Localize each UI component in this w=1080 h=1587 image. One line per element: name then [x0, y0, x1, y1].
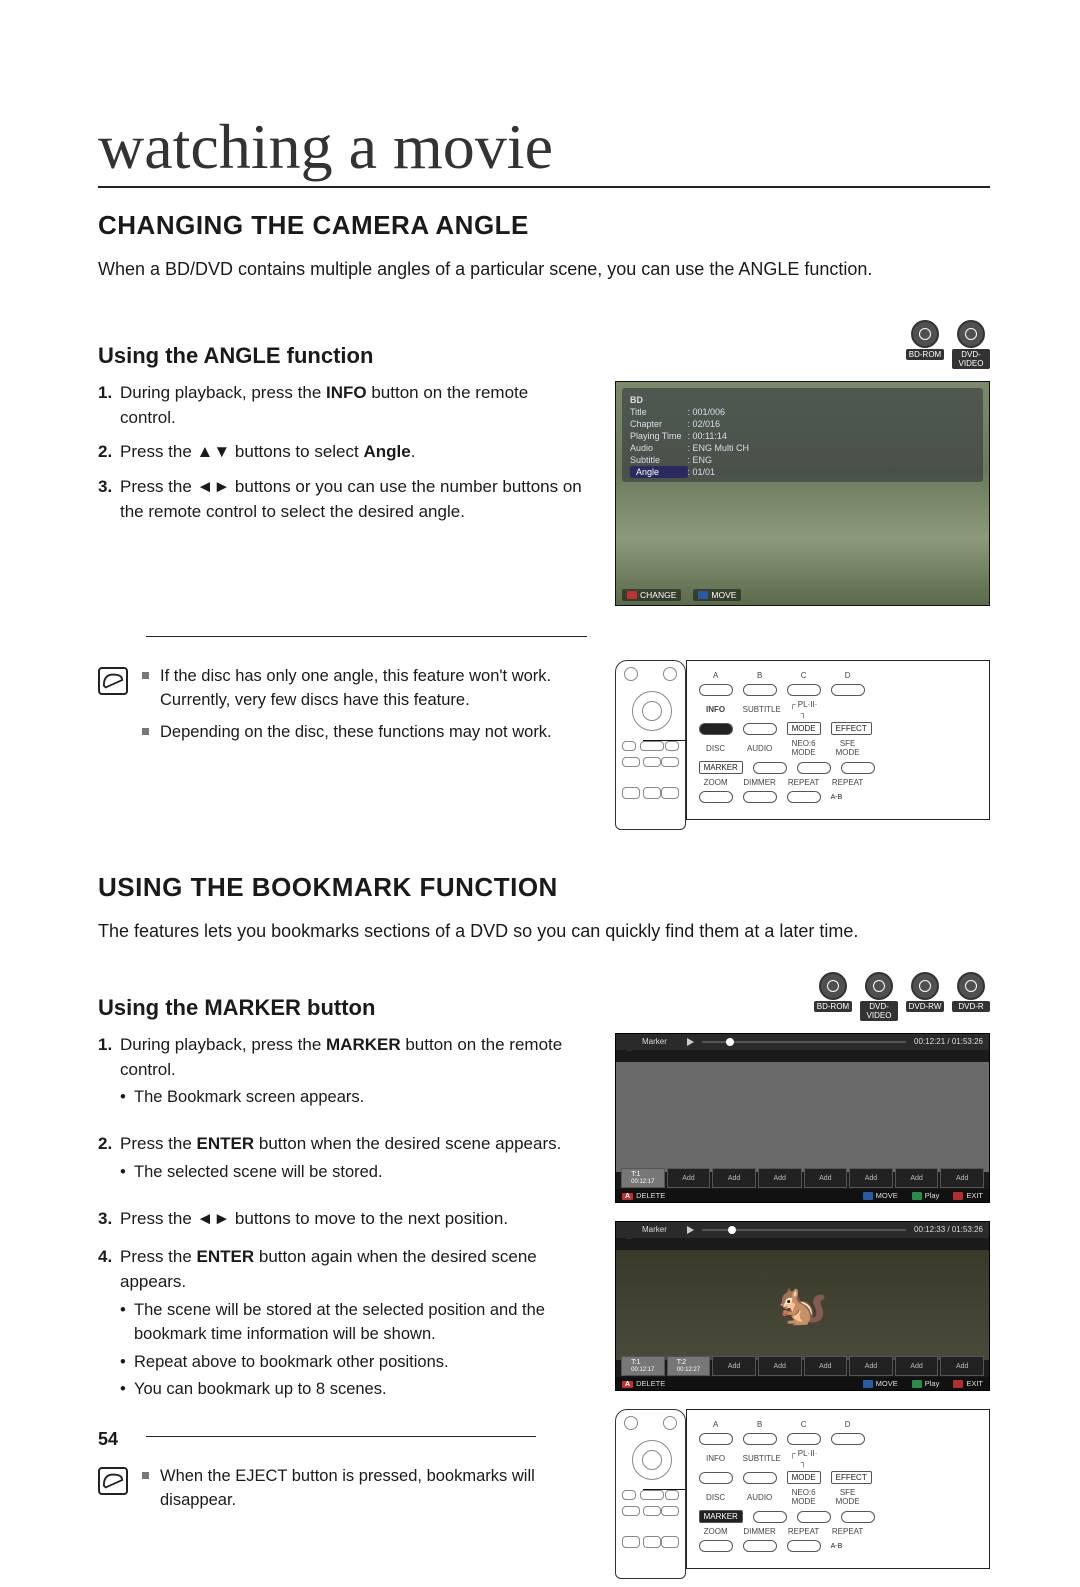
note-icon: [98, 1467, 128, 1495]
note-angle-2: Depending on the disc, these functions m…: [142, 721, 587, 745]
steps-bookmark: 1. During playback, press the MARKER but…: [98, 1033, 587, 1402]
remote-diagram-angle: A B C D INFO SUBTITLE ┌ PL·II· ┐: [615, 660, 990, 830]
osd-angle-preview: BD Title: 001/006 Chapter: 02/016 Playin…: [615, 381, 990, 606]
marker-screenshot-2: Marker 00:12:33 / 01:53:26 🐿️ T:100:12:1…: [615, 1221, 990, 1391]
info-key-highlight: [699, 723, 733, 735]
heading-bookmark: USING THE BOOKMARK FUNCTION: [98, 872, 990, 903]
disc-icon-bdrom: BD-ROM: [906, 320, 944, 369]
chipmunk-image: 🐿️: [778, 1282, 828, 1329]
chapter-title: watching a movie: [98, 110, 990, 188]
section-bookmark: USING THE BOOKMARK FUNCTION The features…: [98, 872, 990, 1587]
disc-icon-dvdvideo: DVD-VIDEO: [952, 320, 990, 369]
page-number: 54: [98, 1429, 118, 1450]
subheading-bookmark: Using the MARKER button: [98, 995, 375, 1021]
marker-key-highlight: MARKER: [699, 1510, 743, 1523]
remote-diagram-bookmark: A B C D INFO SUBTITLE ┌ PL·II· ┐ MO: [615, 1409, 990, 1579]
note-bookmark-1: When the EJECT button is pressed, bookma…: [142, 1465, 587, 1513]
subheading-angle: Using the ANGLE function: [98, 343, 373, 369]
note-icon: [98, 667, 128, 695]
section-camera-angle: CHANGING THE CAMERA ANGLE When a BD/DVD …: [98, 210, 990, 838]
disc-icons-angle: BD-ROM DVD-VIDEO: [906, 320, 990, 369]
disc-icons-bookmark: BD-ROM DVD-VIDEO DVD-RW DVD-R: [814, 972, 990, 1021]
note-angle-1: If the disc has only one angle, this fea…: [142, 665, 587, 713]
heading-angle: CHANGING THE CAMERA ANGLE: [98, 210, 990, 241]
marker-screenshot-1: Marker 00:12:21 / 01:53:26 T:100:12:17 A…: [615, 1033, 990, 1203]
note-block-bookmark: When the EJECT button is pressed, bookma…: [98, 1465, 587, 1521]
intro-bookmark: The features lets you bookmarks sections…: [98, 921, 990, 942]
intro-angle: When a BD/DVD contains multiple angles o…: [98, 259, 990, 280]
note-block-angle: If the disc has only one angle, this fea…: [98, 665, 587, 753]
steps-angle: 1. During playback, press the INFO butto…: [98, 381, 587, 524]
